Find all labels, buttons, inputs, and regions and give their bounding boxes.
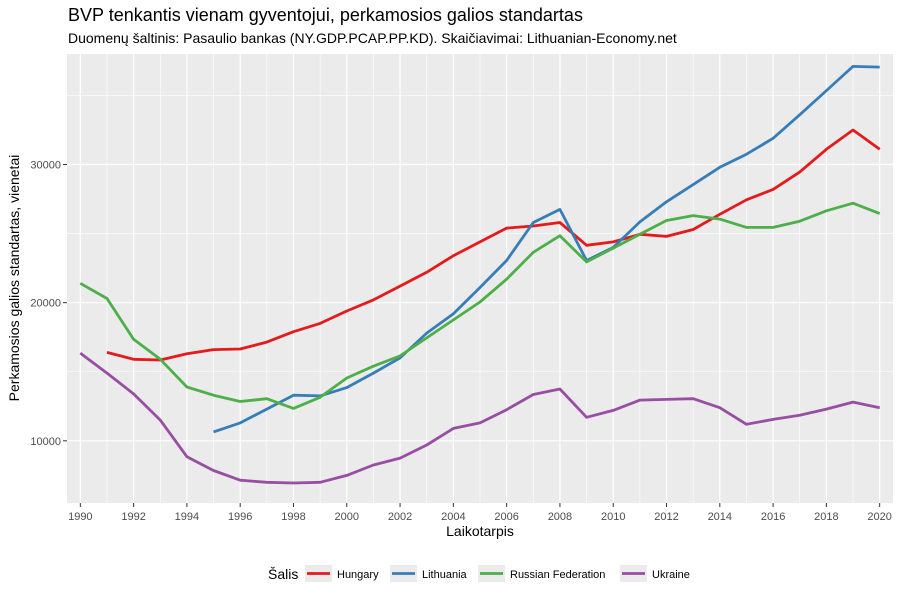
x-tick-label: 2010 xyxy=(601,511,625,523)
series-line-ukraine xyxy=(79,351,880,485)
x-tick-label: 2002 xyxy=(388,511,412,523)
x-axis: 1990 1992 1994 1996 1998 2000 2002 2004 2006 2008… xyxy=(68,503,892,523)
x-tick-label: 2004 xyxy=(441,511,465,523)
legend-label-hungary: Hungary xyxy=(337,569,379,581)
x-tick-label: 2006 xyxy=(494,511,518,523)
x-tick-label: 1990 xyxy=(68,511,92,523)
grid-major xyxy=(67,54,893,503)
y-tick-label: 20000 xyxy=(30,298,61,310)
legend-label-ukraine: Ukraine xyxy=(652,569,690,581)
series-line-hungary xyxy=(106,128,881,362)
legend: Šalis Hungary Lithuania Russian Federation… xyxy=(268,565,690,582)
series-lines xyxy=(79,65,881,485)
x-tick-label: 2016 xyxy=(761,511,785,523)
x-tick-label: 2018 xyxy=(814,511,838,523)
x-tick-label: 1992 xyxy=(121,511,145,523)
x-tick-label: 2014 xyxy=(708,511,732,523)
y-tick-label: 10000 xyxy=(30,436,61,448)
x-tick-label: 1994 xyxy=(175,511,199,523)
x-tick-label: 2020 xyxy=(867,511,891,523)
chart-title: BVP tenkantis vienam gyventojui, perkamo… xyxy=(68,5,583,25)
chart-subtitle: Duomenų šaltinis: Pasaulio bankas (NY.GD… xyxy=(68,30,677,46)
x-tick-label: 1998 xyxy=(281,511,305,523)
x-axis-title: Laikotarpis xyxy=(446,523,514,539)
x-tick-label: 1996 xyxy=(228,511,252,523)
legend-label-lithuania: Lithuania xyxy=(422,569,468,581)
grid-minor xyxy=(67,54,893,503)
y-axis: 10000 20000 30000 xyxy=(30,160,67,448)
y-tick-label: 30000 xyxy=(30,160,61,172)
x-tick-label: 2012 xyxy=(654,511,678,523)
series-line-russian-federation xyxy=(79,201,881,410)
y-axis-title: Perkamosios galios standartas, vienetai xyxy=(6,155,22,402)
x-tick-label: 2000 xyxy=(335,511,359,523)
legend-title: Šalis xyxy=(268,566,298,582)
legend-label-russian-federation: Russian Federation xyxy=(510,569,605,581)
x-tick-label: 2008 xyxy=(548,511,572,523)
